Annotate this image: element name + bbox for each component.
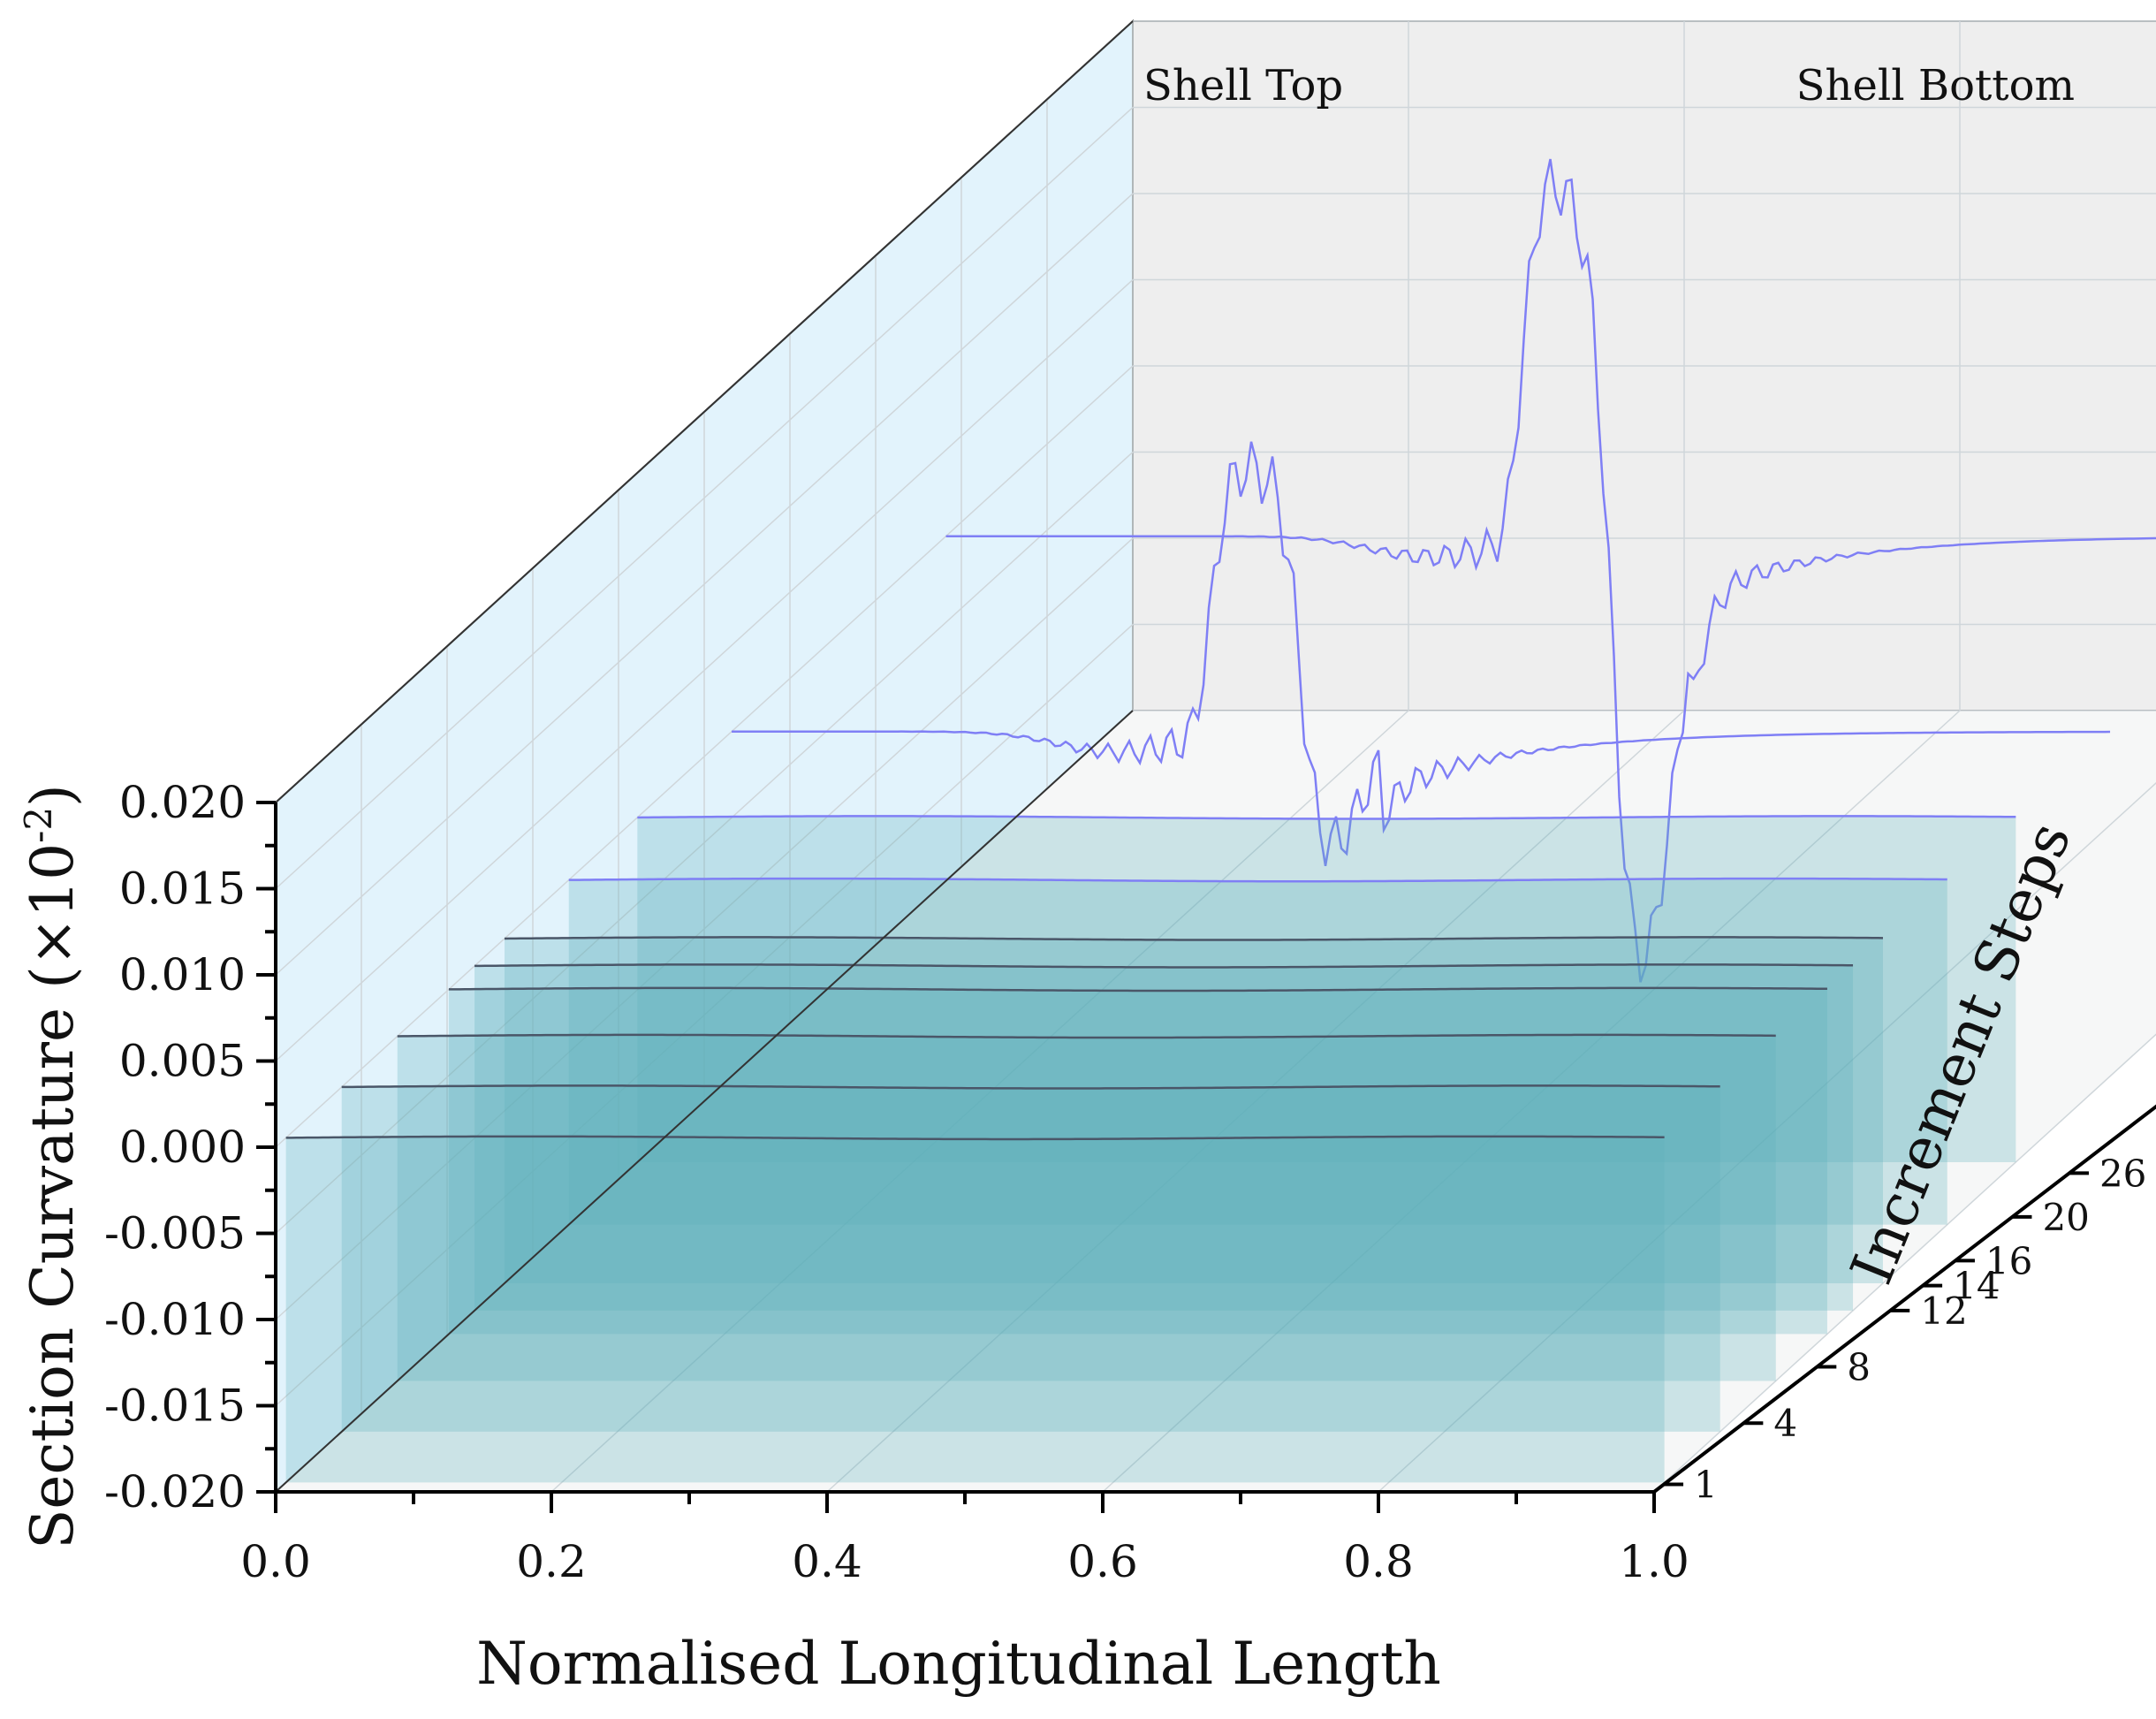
y-tick-label: -0.010	[104, 1294, 246, 1345]
y-axis-title: Section Curvature (×10-2)	[17, 784, 87, 1549]
x-tick-label: 0.4	[792, 1536, 862, 1587]
series-fill-12	[448, 987, 1827, 1335]
y-axis-title-main: Section Curvature (×10	[19, 843, 87, 1549]
annotation-shell-bottom: Shell Bottom	[1796, 61, 2075, 110]
series-slices	[285, 158, 2156, 1483]
z-tick-label: 8	[1847, 1346, 1871, 1389]
series-slice-1	[285, 1135, 1665, 1483]
y-tick-label: -0.015	[104, 1381, 246, 1432]
y-tick-label: 0.005	[119, 1036, 246, 1087]
z-axis-line	[1652, 1104, 2156, 1494]
series-line-1	[285, 1135, 1665, 1141]
y-tick-label: -0.005	[104, 1208, 246, 1259]
series-line-4	[341, 1084, 1720, 1090]
floor-gridline	[1653, 1033, 2156, 1493]
floor-gridline	[550, 710, 1409, 1493]
series-slice-4	[341, 1084, 1720, 1432]
x-tick-label: 0.8	[1343, 1536, 1414, 1587]
floor-gridline	[1378, 782, 2156, 1493]
series-line-20	[568, 877, 1947, 883]
y-tick-label: 0.015	[119, 863, 246, 915]
z-tick-label: 26	[2099, 1152, 2146, 1195]
x-tick-label: 0.6	[1067, 1536, 1138, 1587]
z-tick-label: 20	[2042, 1196, 2089, 1239]
series-line-12	[448, 986, 1827, 993]
y-axis-title-exponent: -2	[17, 807, 60, 843]
series-fill-8	[397, 1034, 1776, 1381]
series-line-61	[945, 158, 2156, 983]
z-tick-label: 12	[1920, 1289, 1967, 1333]
chart-axes: 0.0200.0150.0100.0050.000-0.005-0.010-0.…	[104, 20, 2156, 1587]
y-tick-label: 0.000	[119, 1122, 246, 1173]
series-slice-16	[504, 936, 1884, 1283]
z-tick-label: 14	[1953, 1265, 2000, 1308]
z-tick-label: 4	[1773, 1402, 1797, 1445]
y-tick-label: 0.010	[119, 949, 246, 1000]
series-fill-1	[285, 1136, 1665, 1483]
y-tick-label: 0.020	[119, 777, 246, 828]
y-tick-label: -0.020	[104, 1466, 246, 1517]
series-slice-61	[945, 158, 2156, 983]
series-slice-36	[732, 441, 2111, 867]
z-tick-label: 1	[1694, 1464, 1718, 1507]
series-slice-12	[448, 986, 1827, 1335]
series-fill-4	[341, 1085, 1720, 1432]
series-line-14	[474, 963, 1854, 969]
series-line-36	[732, 441, 2111, 867]
floor-gridline	[1102, 710, 1961, 1493]
floor-gridline	[826, 710, 1685, 1493]
x-axis-title: Normalised Longitudinal Length	[476, 1630, 1441, 1698]
z-tick-label: 16	[1985, 1239, 2032, 1282]
box-edge-top-left	[275, 20, 1134, 803]
annotation-shell-top: Shell Top	[1143, 61, 1343, 110]
y-axis-title-close: )	[19, 784, 87, 807]
box-edge-bottom-left	[275, 710, 1134, 1493]
x-tick-label: 1.0	[1619, 1536, 1689, 1587]
series-line-26	[637, 815, 2016, 820]
series-line-8	[397, 1033, 1776, 1039]
series-slice-8	[397, 1033, 1776, 1381]
floor	[276, 711, 2156, 1492]
x-tick-label: 0.2	[516, 1536, 587, 1587]
x-tick-label: 0.0	[240, 1536, 311, 1587]
series-line-16	[504, 936, 1884, 941]
series-fill-16	[504, 937, 1883, 1283]
